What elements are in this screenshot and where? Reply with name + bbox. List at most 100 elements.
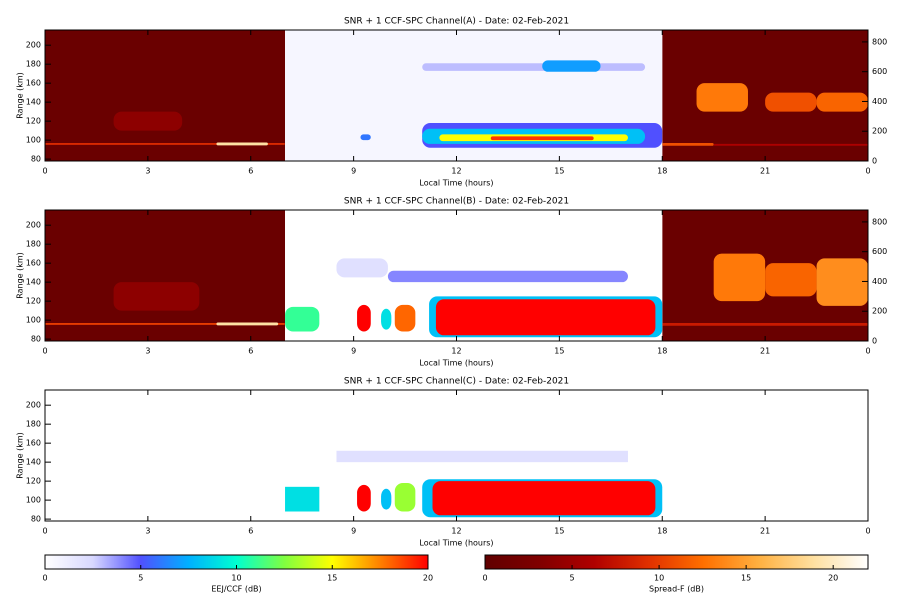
colorbar-tick-label: 20 [828, 574, 838, 583]
echo-cell [387, 270, 628, 283]
echo-cell [490, 136, 594, 141]
colorbar-label: Spread-F (dB) [649, 585, 704, 594]
echo-cell [432, 481, 656, 516]
y-tick-label: 160 [26, 439, 41, 448]
y-tick-label: 180 [26, 60, 41, 69]
y-tick-label: 140 [26, 98, 41, 107]
colorbar-tick-label: 5 [138, 574, 143, 583]
y2-tick-label: 800 [872, 217, 887, 226]
heatmap-cells [45, 30, 868, 161]
x-tick-label: 9 [351, 347, 356, 356]
colorbar-label: EEJ/CCF (dB) [211, 585, 261, 594]
y-tick-label: 140 [26, 278, 41, 287]
y-tick-label: 200 [26, 401, 41, 410]
echo-cell [216, 322, 279, 326]
y-axis-label: Range (km) [16, 72, 25, 119]
y-tick-label: 160 [26, 259, 41, 268]
echo-cell [394, 304, 416, 332]
echo-cell [381, 488, 392, 510]
y2-tick-label: 600 [872, 247, 887, 256]
echo-cell [113, 111, 183, 131]
x-tick-label: 3 [145, 527, 150, 536]
x-tick-label: 12 [451, 347, 461, 356]
panel: SNR + 1 CCF-SPC Channel(B) - Date: 02-Fe… [16, 197, 888, 368]
x-tick-label: 6 [248, 347, 253, 356]
x-tick-label: 0 [865, 527, 870, 536]
colorbar-tick-label: 0 [482, 574, 487, 583]
echo-cell [45, 210, 286, 341]
y2-tick-label: 400 [872, 97, 887, 106]
echo-cell [336, 258, 388, 278]
colorbar-tick-label: 10 [231, 574, 241, 583]
panel-title: SNR + 1 CCF-SPC Channel(B) - Date: 02-Fe… [344, 197, 569, 207]
echo-cell [662, 322, 868, 326]
x-tick-label: 12 [451, 527, 461, 536]
echo-cell [816, 92, 868, 112]
echo-cell [216, 142, 268, 146]
colorbar: 0 5 10 15 20 EEJ/CCF (dB) [42, 554, 433, 594]
y-axis-label: Range (km) [16, 432, 25, 479]
echo-cell [422, 63, 646, 71]
y2-tick-label: 200 [872, 127, 887, 136]
echo-cell [816, 258, 868, 306]
y2-tick-label: 200 [872, 307, 887, 316]
panel-title: SNR + 1 CCF-SPC Channel(C) - Date: 02-Fe… [344, 377, 569, 387]
x-tick-label: 15 [554, 527, 564, 536]
x-tick-label: 6 [248, 167, 253, 176]
colorbar-tick-label: 5 [569, 574, 574, 583]
colorbar-tick-label: 0 [42, 574, 47, 583]
panel: SNR + 1 CCF-SPC Channel(A) - Date: 02-Fe… [16, 17, 888, 188]
echo-cell [765, 92, 817, 112]
x-tick-label: 21 [760, 527, 770, 536]
colorbar: 0 5 10 15 20 Spread-F (dB) [482, 554, 869, 594]
echo-cell [336, 450, 628, 463]
y2-tick-label: 600 [872, 67, 887, 76]
x-axis-label: Local Time (hours) [419, 359, 493, 368]
y-tick-label: 200 [26, 221, 41, 230]
y2-tick-label: 0 [872, 337, 877, 346]
y2-tick-label: 0 [872, 157, 877, 166]
x-tick-label: 18 [657, 527, 667, 536]
x-tick-label: 0 [865, 167, 870, 176]
echo-cell [394, 483, 416, 512]
y2-tick-label: 400 [872, 277, 887, 286]
heatmap-cells [45, 390, 868, 521]
x-tick-label: 12 [451, 167, 461, 176]
colorbar-tick-label: 15 [741, 574, 751, 583]
y-tick-label: 180 [26, 420, 41, 429]
y-axis-label: Range (km) [16, 252, 25, 299]
x-tick-label: 15 [554, 347, 564, 356]
echo-cell [357, 304, 371, 332]
colorbar-tick-label: 15 [327, 574, 337, 583]
echo-cell [285, 306, 320, 332]
echo-cell [713, 143, 868, 146]
echo-cell [360, 134, 371, 141]
colorbar-tick-label: 20 [423, 574, 433, 583]
echo-cell [285, 486, 320, 512]
colorbar-tick-label: 10 [654, 574, 664, 583]
echo-cell [542, 60, 601, 72]
x-tick-label: 21 [760, 167, 770, 176]
x-tick-label: 21 [760, 347, 770, 356]
y-tick-label: 100 [26, 496, 41, 505]
y-tick-label: 120 [26, 117, 41, 126]
y-tick-label: 160 [26, 79, 41, 88]
echo-cell [113, 282, 200, 311]
x-tick-label: 18 [657, 347, 667, 356]
x-tick-label: 3 [145, 167, 150, 176]
echo-cell [696, 83, 748, 112]
colorbar-fill [484, 554, 869, 570]
echo-cell [357, 484, 371, 512]
panel-title: SNR + 1 CCF-SPC Channel(A) - Date: 02-Fe… [344, 17, 569, 27]
x-tick-label: 0 [42, 527, 47, 536]
echo-cell [713, 253, 766, 302]
y-tick-label: 180 [26, 240, 41, 249]
echo-cell [381, 308, 392, 330]
x-tick-label: 0 [42, 347, 47, 356]
x-axis-label: Local Time (hours) [419, 539, 493, 548]
echo-cell [662, 142, 714, 146]
echo-cell [435, 299, 656, 336]
panel: SNR + 1 CCF-SPC Channel(C) - Date: 02-Fe… [16, 377, 871, 548]
x-tick-label: 18 [657, 167, 667, 176]
